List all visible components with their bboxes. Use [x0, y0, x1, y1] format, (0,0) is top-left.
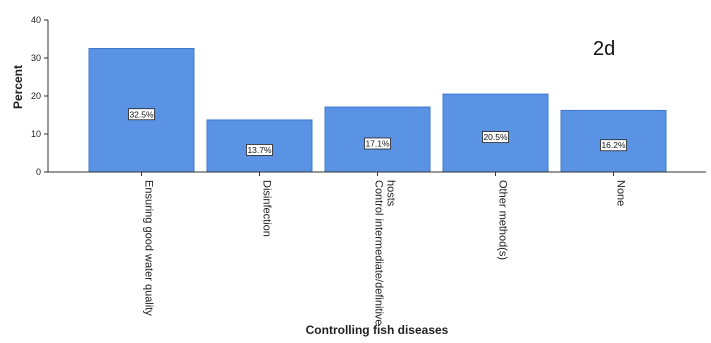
y-tick-label: 10 — [31, 129, 41, 139]
x-category-label: Other method(s) — [497, 180, 509, 260]
x-axis-title: Controlling fish diseases — [306, 323, 449, 337]
data-label: 17.1% — [365, 139, 390, 149]
data-label: 13.7% — [247, 145, 272, 155]
y-axis-title: Percent — [11, 65, 25, 109]
y-tick-label: 40 — [31, 15, 41, 25]
data-label-box — [246, 144, 273, 156]
x-category-label: Disinfection — [261, 180, 273, 237]
data-label-box — [364, 137, 391, 150]
data-label-box — [600, 139, 627, 152]
x-category-label: None — [615, 180, 627, 206]
y-axis: 0 10 20 30 40 — [31, 15, 49, 177]
data-label: 32.5% — [129, 109, 154, 119]
data-label: 16.2% — [601, 140, 626, 150]
panel-tag: 2d — [593, 38, 615, 60]
y-tick-label: 0 — [36, 167, 41, 177]
y-tick-label: 20 — [31, 91, 41, 101]
x-axis: Ensuring good water quality Disinfection C… — [48, 171, 706, 326]
data-label-box — [128, 108, 155, 121]
x-category-label: Control intermediate/definitive — [373, 180, 385, 326]
data-label-box — [482, 131, 509, 143]
bars: 32.5% 13.7% 17.1% 20.5% 16.2% — [88, 48, 667, 173]
x-category-label: hosts — [385, 180, 397, 207]
y-tick-label: 30 — [31, 53, 41, 63]
data-label: 20.5% — [483, 132, 508, 142]
x-category-label: Ensuring good water quality — [143, 180, 155, 316]
